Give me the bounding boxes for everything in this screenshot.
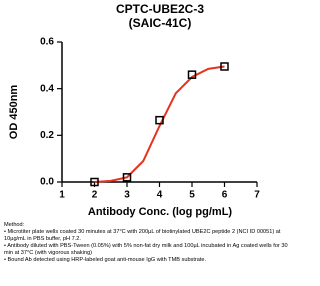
data-point bbox=[122, 173, 132, 182]
method-notes: Method: • Microtiter plate wells coated … bbox=[4, 222, 296, 264]
fit-curve bbox=[94, 65, 225, 183]
data-point bbox=[187, 70, 197, 79]
chart-title: CPTC-UBE2C-3 bbox=[116, 2, 204, 16]
method-item: • Microtiter plate wells coated 30 minut… bbox=[4, 229, 281, 242]
data-point bbox=[155, 115, 164, 125]
y-tick-label: 0.2 bbox=[40, 130, 54, 141]
x-tick-label: 7 bbox=[254, 190, 260, 201]
x-tick-label: 3 bbox=[124, 190, 130, 201]
x-tick-label: 6 bbox=[222, 190, 228, 201]
x-tick-label: 5 bbox=[189, 190, 195, 201]
y-tick-label: 0.4 bbox=[40, 83, 54, 94]
x-tick-label: 4 bbox=[157, 190, 163, 201]
data-point bbox=[220, 62, 229, 71]
y-tick-label: 0.6 bbox=[40, 37, 54, 48]
method-item: • Bound Ab detected using HRP-labeled go… bbox=[4, 257, 207, 263]
x-tick-label: 2 bbox=[92, 190, 98, 201]
method-item: • Antibody diluted with PBS-Tween (0.05%… bbox=[4, 243, 288, 256]
chart-subtitle: (SAIC-41C) bbox=[129, 16, 192, 30]
x-tick-label: 1 bbox=[59, 190, 65, 201]
method-title: Method: bbox=[4, 222, 25, 228]
y-axis-label: OD 450nm bbox=[8, 85, 20, 140]
data-point bbox=[90, 177, 99, 187]
y-tick-label: 0.0 bbox=[40, 177, 54, 188]
x-axis-label: Antibody Conc. (log pg/mL) bbox=[88, 206, 233, 218]
chart: CPTC-UBE2C-3 (SAIC-41C) Antibody Conc. (… bbox=[8, 2, 260, 218]
page: CPTC-UBE2C-3 (SAIC-41C) Antibody Conc. (… bbox=[4, 2, 296, 264]
